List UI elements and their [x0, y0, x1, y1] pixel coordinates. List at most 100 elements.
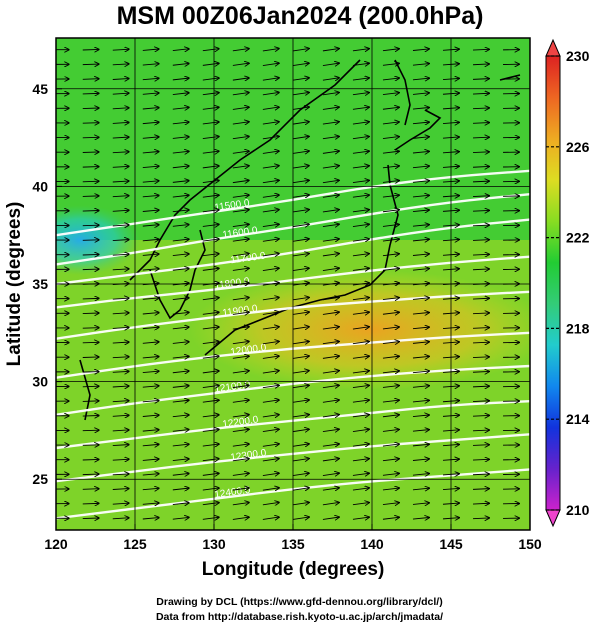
wind-vector: [472, 518, 489, 519]
wind-vector: [472, 298, 489, 299]
wind-vector: [82, 49, 99, 50]
y-axis-ticks: 25 30 35 40 45: [32, 81, 62, 487]
wind-vector: [202, 122, 219, 124]
wind-vector: [352, 415, 369, 417]
wind-vector: [292, 239, 309, 241]
wind-vector: [232, 254, 249, 256]
wind-vector: [472, 210, 489, 211]
wind-vector: [262, 327, 279, 329]
wind-vector: [172, 488, 189, 490]
y-tick-label: 35: [32, 276, 48, 292]
wind-vector: [262, 502, 279, 504]
wind-vector: [172, 166, 189, 168]
wind-vector: [412, 254, 429, 256]
wind-vector: [232, 93, 249, 95]
wind-vector: [232, 385, 249, 387]
wind-vector: [412, 166, 429, 168]
wind-vector: [142, 415, 159, 416]
wind-vector: [202, 166, 219, 168]
wind-vector: [292, 63, 309, 65]
wind-vector: [262, 166, 279, 168]
wind-vector: [412, 342, 429, 344]
wind-vector: [172, 386, 189, 388]
wind-vector: [142, 122, 159, 123]
wind-vector: [82, 211, 99, 212]
wind-vector: [382, 312, 399, 314]
wind-vector: [382, 503, 399, 505]
wind-vector: [382, 400, 399, 402]
wind-vector: [232, 166, 249, 168]
wind-vector: [382, 517, 399, 519]
wind-vector: [232, 415, 249, 417]
wind-vector: [322, 92, 339, 94]
wind-vector: [322, 151, 339, 153]
wind-vector: [172, 107, 189, 109]
y-tick-label: 30: [32, 374, 48, 390]
wind-vector: [82, 298, 99, 299]
wind-vector: [202, 415, 219, 417]
wind-vector: [292, 195, 309, 197]
credit-drawing: Drawing by DCL (https://www.gfd-dennou.o…: [156, 596, 443, 608]
wind-vector: [412, 517, 429, 519]
wind-vector: [322, 371, 339, 373]
wind-vector: [352, 356, 369, 358]
chart-title: MSM 00Z06Jan2024 (200.0hPa): [117, 2, 484, 30]
wind-vector: [202, 503, 219, 505]
wind-vector: [232, 488, 249, 490]
wind-vector: [322, 341, 339, 343]
wind-vector: [382, 63, 399, 65]
wind-vector: [322, 488, 339, 490]
wind-vector: [262, 63, 279, 65]
colorbar-lower-arrow: [545, 509, 561, 528]
wind-vector: [112, 430, 129, 431]
wind-vector: [292, 473, 309, 475]
wind-vector: [472, 93, 489, 94]
wind-vector: [232, 429, 249, 431]
wind-vector: [352, 239, 369, 241]
wind-vector: [352, 78, 369, 80]
wind-vector: [142, 108, 159, 109]
wind-vector: [472, 79, 489, 80]
wind-vector: [172, 195, 189, 197]
wind-vector: [472, 430, 489, 431]
wind-vector: [172, 225, 189, 227]
wind-vector: [262, 400, 279, 402]
wind-vector: [292, 327, 309, 329]
wind-vector: [202, 151, 219, 153]
wind-vector: [232, 371, 249, 373]
colorbar-tick-label: 226: [566, 139, 590, 155]
wind-vector: [292, 268, 309, 270]
wind-vector: [142, 371, 159, 372]
wind-vector: [382, 93, 399, 95]
wind-vector: [172, 473, 189, 475]
wind-vector: [82, 254, 99, 255]
x-tick-label: 120: [44, 536, 68, 552]
wind-vector: [262, 341, 279, 343]
contour-label: 12000.0: [230, 342, 268, 358]
wind-vector: [382, 254, 399, 256]
y-tick-label: 45: [32, 81, 48, 97]
grid-lines: [56, 38, 530, 530]
x-tick-label: 145: [439, 536, 463, 552]
wind-vector: [322, 107, 339, 109]
wind-vector: [322, 78, 339, 80]
wind-vector: [412, 327, 429, 329]
wind-vector: [142, 49, 159, 50]
wind-vector: [382, 107, 399, 109]
colorbar-ticks: 210 214 218 222 226 230: [546, 48, 590, 518]
wind-vector: [172, 312, 189, 314]
wind-vector: [202, 459, 219, 461]
wind-vector: [82, 386, 99, 387]
contour-line: [56, 218, 530, 286]
wind-vector: [142, 488, 159, 489]
wind-vector: [112, 386, 129, 387]
wind-vector: [262, 78, 279, 80]
wind-vector: [352, 385, 369, 387]
wind-vector: [292, 415, 309, 417]
wind-vector: [472, 269, 489, 270]
wind-vector: [322, 63, 339, 65]
wind-vector: [322, 136, 339, 138]
colorbar-tick-label: 222: [566, 230, 590, 246]
wind-vector: [202, 239, 219, 241]
wind-vector: [172, 63, 189, 65]
